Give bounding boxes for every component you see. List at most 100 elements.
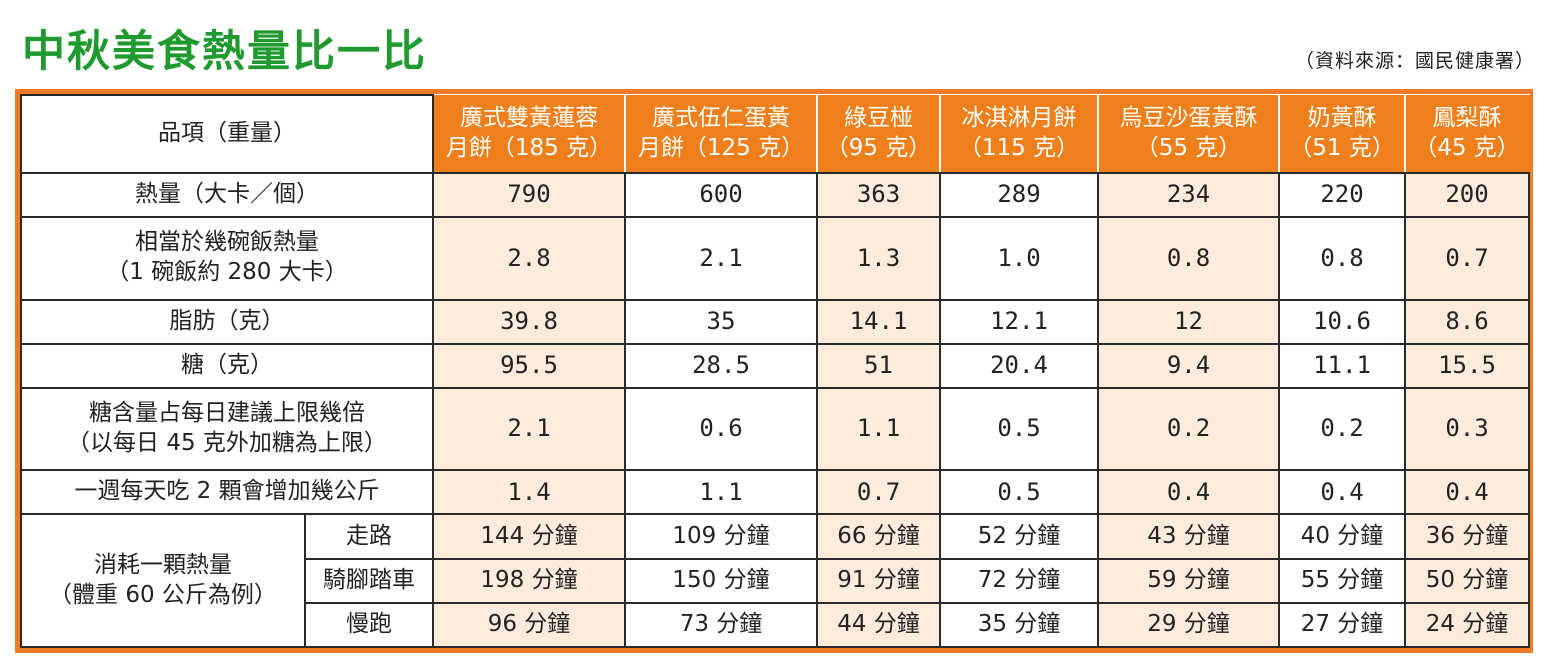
- table-cell: 9.4: [1097, 342, 1280, 389]
- table-cell: 36 分鐘: [1404, 513, 1530, 560]
- table-cell: 24 分鐘: [1404, 601, 1530, 649]
- activity-label: 走路: [304, 513, 434, 560]
- table-cell: 289: [939, 171, 1099, 219]
- table-cell: 0.5: [939, 386, 1099, 472]
- table-cell: 109 分鐘: [624, 513, 818, 560]
- table-row: 熱量（大卡／個） 790 600 363 289 234 220 200: [20, 171, 1530, 219]
- table-row: 脂肪（克） 39.8 35 14.1 12.1 12 10.6 8.6: [20, 298, 1530, 345]
- table-cell: 15.5: [1404, 342, 1530, 389]
- table-cell: 8.6: [1404, 298, 1530, 345]
- column-weight: 月餅（185 克）: [445, 134, 613, 161]
- table-cell: 43 分鐘: [1097, 513, 1280, 560]
- exercise-label-line: 消耗一顆熱量: [94, 551, 232, 578]
- table-cell: 363: [816, 171, 941, 219]
- column-header: 廣式雙黃蓮蓉 月餅（185 克）: [432, 95, 626, 174]
- table-row: 糖（克） 95.5 28.5 51 20.4 9.4 11.1 15.5: [20, 342, 1530, 389]
- row-label: 脂肪（克）: [20, 298, 434, 345]
- activity-label: 騎腳踏車: [304, 557, 434, 604]
- table-cell: 28.5: [624, 342, 818, 389]
- table-cell: 2.1: [624, 216, 818, 301]
- table-cell: 198 分鐘: [432, 557, 626, 604]
- row-label-note: （以每日 45 克外加糖為上限）: [67, 430, 387, 457]
- table-cell: 0.2: [1097, 386, 1280, 472]
- table-cell: 35: [624, 298, 818, 345]
- table-cell: 790: [432, 171, 626, 219]
- row-label: 糖含量占每日建議上限幾倍 （以每日 45 克外加糖為上限）: [20, 386, 434, 472]
- column-header: 綠豆椪 （95 克）: [816, 95, 941, 174]
- column-weight: （95 克）: [825, 134, 932, 161]
- table-cell: 234: [1097, 171, 1280, 219]
- column-name: 綠豆椪: [844, 104, 913, 131]
- table-cell: 52 分鐘: [939, 513, 1099, 560]
- table-cell: 20.4: [939, 342, 1099, 389]
- table-row: 消耗一顆熱量 （體重 60 公斤為例） 走路 144 分鐘 109 分鐘 66 分…: [20, 513, 1530, 648]
- table-row: 騎腳踏車 198 分鐘 150 分鐘 91 分鐘 72 分鐘 59 分鐘 55 …: [21, 557, 1530, 604]
- table-cell: 35 分鐘: [939, 601, 1099, 649]
- table-cell: 72 分鐘: [939, 557, 1099, 604]
- table-cell: 1.1: [624, 469, 818, 516]
- table-cell: 0.4: [1278, 469, 1406, 516]
- table-cell: 12: [1097, 298, 1280, 345]
- table-cell: 50 分鐘: [1404, 557, 1530, 604]
- table-cell: 150 分鐘: [624, 557, 818, 604]
- table-cell: 51: [816, 342, 941, 389]
- table-row: 一週每天吃 2 顆會增加幾公斤 1.4 1.1 0.7 0.5 0.4 0.4 …: [20, 469, 1530, 516]
- column-name: 鳳梨酥: [1432, 104, 1502, 131]
- table-cell: 27 分鐘: [1278, 601, 1406, 649]
- table-cell: 12.1: [939, 298, 1099, 345]
- column-header: 冰淇淋月餅 （115 克）: [939, 95, 1099, 174]
- table-cell: 10.6: [1278, 298, 1406, 345]
- column-name: 廣式伍仁蛋黃: [652, 104, 790, 131]
- table-cell: 144 分鐘: [432, 513, 626, 560]
- nutrition-table: 品項（重量） 廣式雙黃蓮蓉 月餅（185 克） 廣式伍仁蛋黃 月餅（125 克） 綠…: [20, 94, 1530, 649]
- table-cell: 66 分鐘: [816, 513, 941, 560]
- page-title: 中秋美食熱量比一比: [22, 27, 427, 77]
- column-name: 廣式雙黃蓮蓉: [460, 104, 598, 131]
- table-cell: 40 分鐘: [1278, 513, 1406, 560]
- table-cell: 0.3: [1404, 386, 1530, 472]
- table-cell: 2.8: [432, 216, 626, 301]
- table-cell: 0.6: [624, 386, 818, 472]
- table-cell: 14.1: [816, 298, 941, 345]
- table-cell: 220: [1278, 171, 1406, 219]
- table-cell: 200: [1404, 171, 1530, 219]
- table-cell: 1.3: [816, 216, 941, 301]
- table-cell: 95.5: [432, 342, 626, 389]
- row-label-note: （1 碗飯約 280 大卡）: [106, 259, 348, 286]
- table-row: 糖含量占每日建議上限幾倍 （以每日 45 克外加糖為上限） 2.1 0.6 1.1…: [20, 386, 1530, 472]
- table-cell: 1.4: [432, 469, 626, 516]
- table-cell: 0.7: [1404, 216, 1530, 301]
- column-header: 奶黃酥 （51 克）: [1278, 95, 1406, 174]
- table-cell: 44 分鐘: [816, 601, 941, 649]
- table-cell: 0.4: [1097, 469, 1280, 516]
- row-label: 糖（克）: [20, 342, 434, 389]
- table-cell: 1.0: [939, 216, 1099, 301]
- nutrition-table-frame: 品項（重量） 廣式雙黃蓮蓉 月餅（185 克） 廣式伍仁蛋黃 月餅（125 克） 綠…: [15, 89, 1533, 653]
- table-cell: 0.2: [1278, 386, 1406, 472]
- row-label: 熱量（大卡／個）: [20, 171, 434, 219]
- table-row: 相當於幾碗飯熱量 （1 碗飯約 280 大卡） 2.8 2.1 1.3 1.0 0…: [20, 216, 1530, 301]
- table-cell: 55 分鐘: [1278, 557, 1406, 604]
- row-label-line: 糖含量占每日建議上限幾倍: [89, 400, 365, 427]
- table-cell: 1.1: [816, 386, 941, 472]
- activity-label: 慢跑: [304, 601, 434, 649]
- table-cell: 73 分鐘: [624, 601, 818, 649]
- row-label: 一週每天吃 2 顆會增加幾公斤: [20, 469, 434, 516]
- column-header: 鳳梨酥 （45 克）: [1404, 95, 1530, 174]
- source-note: （資料來源：國民健康署）: [1294, 50, 1535, 72]
- column-header: 廣式伍仁蛋黃 月餅（125 克）: [624, 95, 818, 174]
- table-cell: 0.8: [1097, 216, 1280, 301]
- column-weight: （45 克）: [1414, 134, 1520, 161]
- column-weight: （115 克）: [958, 134, 1080, 161]
- column-weight: 月餅（125 克）: [637, 134, 805, 161]
- exercise-label: 消耗一顆熱量 （體重 60 公斤為例）: [20, 513, 306, 648]
- column-name: 冰淇淋月餅: [961, 104, 1077, 131]
- column-name: 奶黃酥: [1307, 104, 1377, 131]
- table-cell: 2.1: [432, 386, 626, 472]
- column-header: 烏豆沙蛋黃酥 （55 克）: [1097, 95, 1280, 174]
- header-row: 品項（重量） 廣式雙黃蓮蓉 月餅（185 克） 廣式伍仁蛋黃 月餅（125 克） 綠…: [20, 94, 1530, 174]
- table-row: 慢跑 96 分鐘 73 分鐘 44 分鐘 35 分鐘 29 分鐘 27 分鐘 2…: [21, 601, 1530, 649]
- table-cell: 59 分鐘: [1097, 557, 1280, 604]
- row-label: 相當於幾碗飯熱量 （1 碗飯約 280 大卡）: [20, 216, 434, 301]
- table-cell: 39.8: [432, 298, 626, 345]
